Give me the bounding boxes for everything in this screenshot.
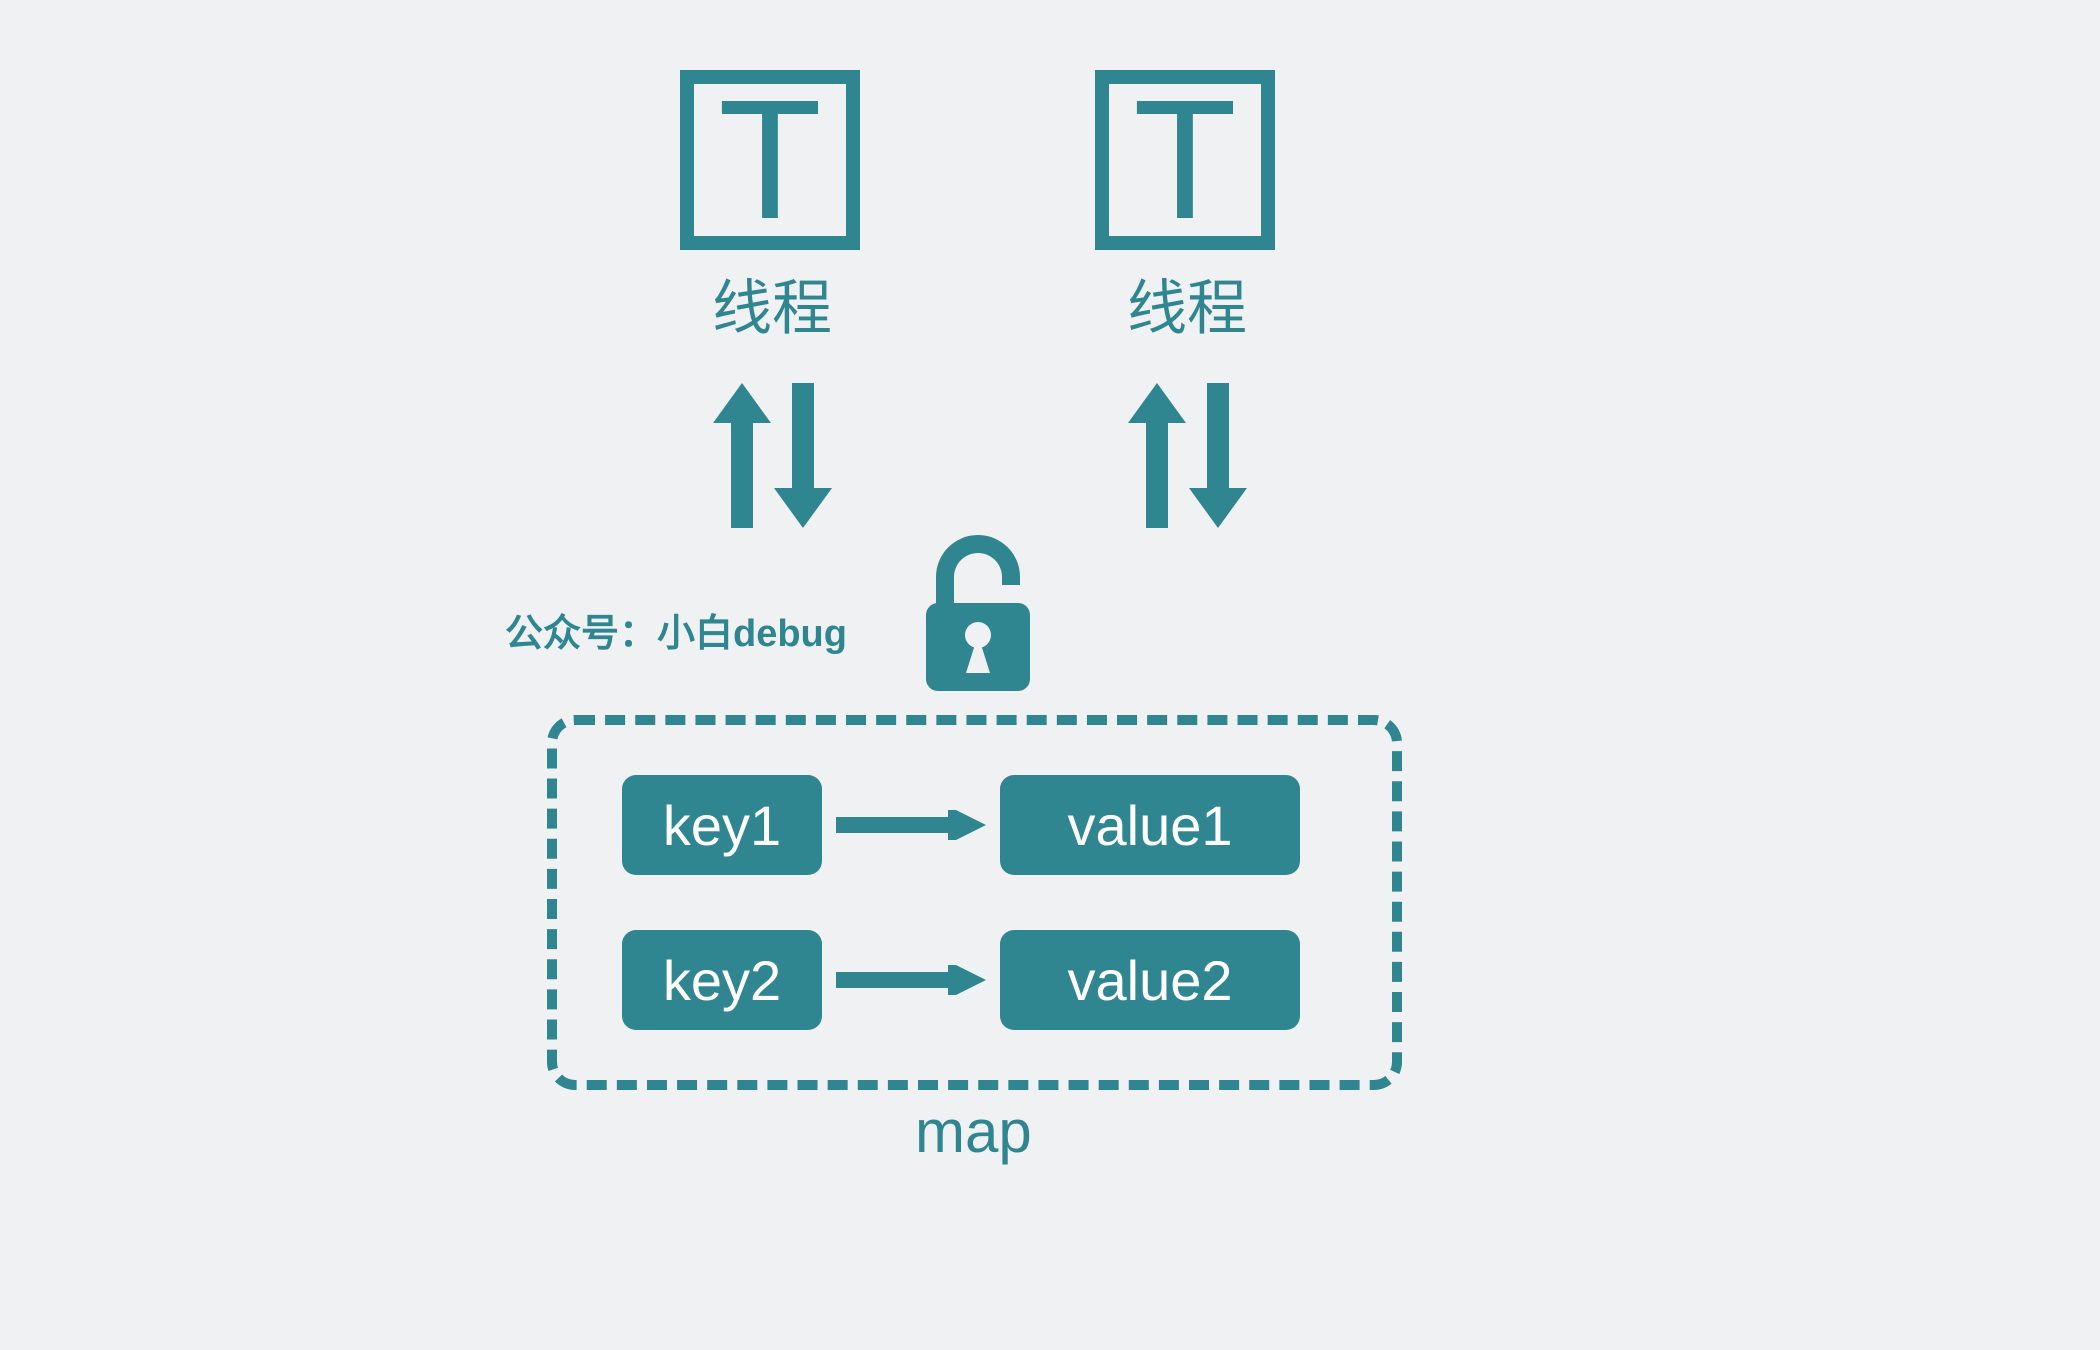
- bidirectional-arrows-icon-2: [1120, 383, 1255, 528]
- bidirectional-arrows-icon-1: [705, 383, 840, 528]
- unlock-icon: [918, 535, 1038, 695]
- thread-label-2: 线程: [1127, 260, 1247, 347]
- map-label: map: [915, 1097, 1032, 1166]
- key-box-2: key2: [622, 930, 822, 1030]
- thread-t-2: T: [1133, 75, 1237, 245]
- value-box-2: value2: [1000, 930, 1300, 1030]
- diagram-canvas: T 线程 T 线程 公众号：小白debug: [0, 0, 2100, 1350]
- thread-t-1: T: [718, 75, 822, 245]
- thread-label-1: 线程: [712, 260, 832, 347]
- thread-box-1: T: [680, 70, 860, 250]
- kv-arrow-icon-2: [836, 965, 986, 995]
- thread-box-2: T: [1095, 70, 1275, 250]
- map-container: [547, 715, 1402, 1090]
- kv-arrow-icon-1: [836, 810, 986, 840]
- watermark-text: 公众号：小白debug: [505, 602, 847, 657]
- value-box-1: value1: [1000, 775, 1300, 875]
- key-box-1: key1: [622, 775, 822, 875]
